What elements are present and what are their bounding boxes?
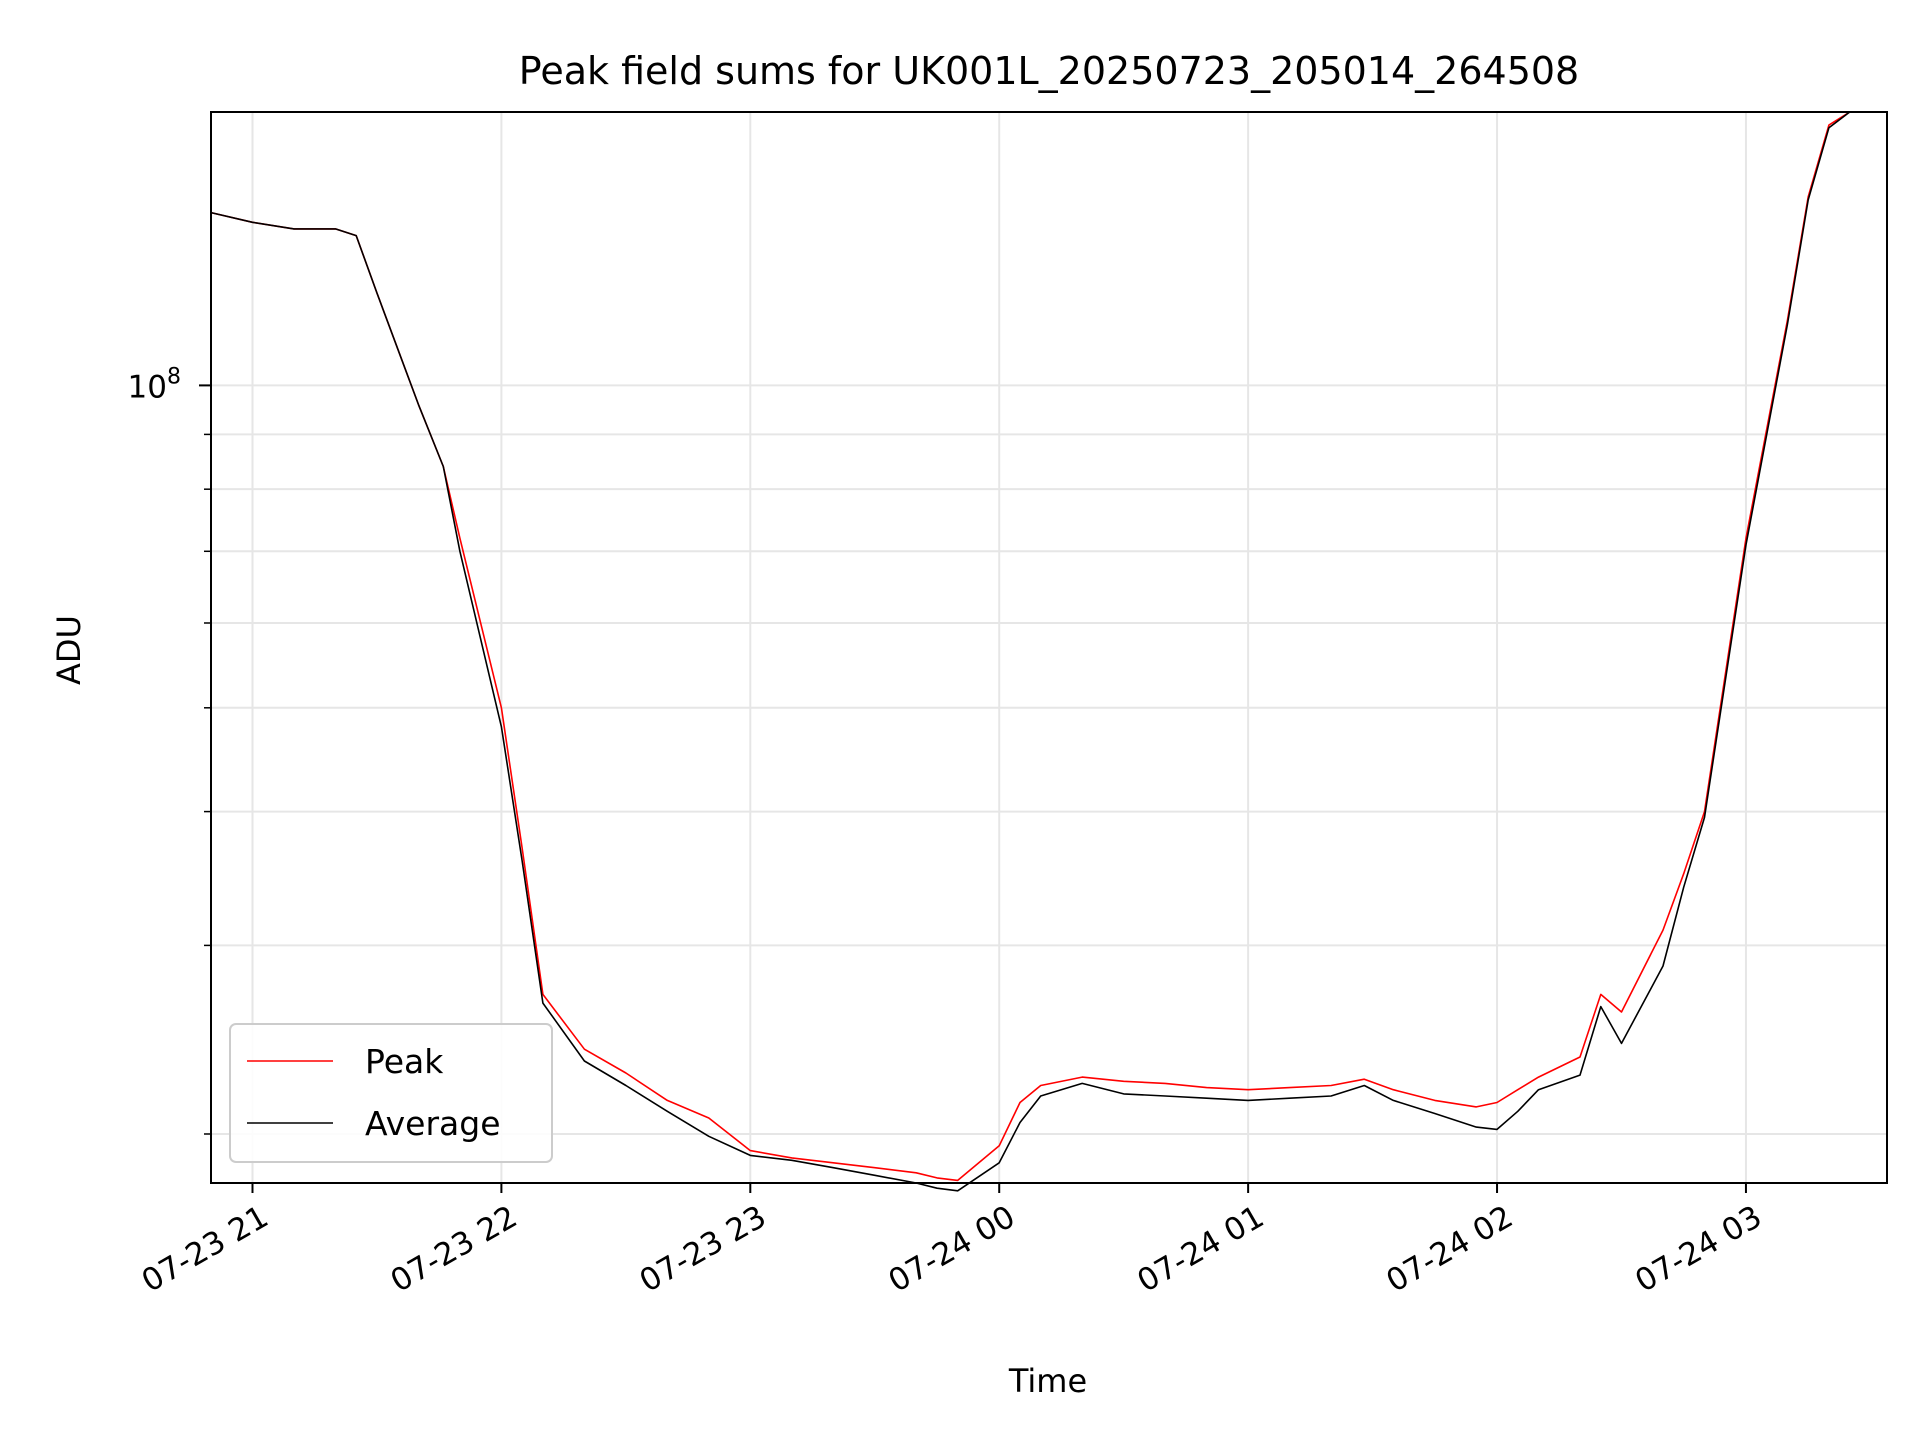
legend-peak-label: Peak <box>365 1042 444 1081</box>
chart-title: Peak field sums for UK001L_20250723_2050… <box>519 49 1579 93</box>
x-tick-label: 07-24 01 <box>1131 1199 1270 1300</box>
series-line-peak <box>210 111 1887 1182</box>
legend-average-label: Average <box>365 1104 501 1143</box>
grid <box>211 112 1887 1183</box>
legend: Peak Average <box>229 1023 553 1163</box>
legend-box <box>229 1023 553 1163</box>
x-tick-label: 07-23 22 <box>385 1199 524 1300</box>
x-tick-label: 07-24 03 <box>1629 1199 1768 1300</box>
x-tick-label: 07-24 02 <box>1380 1199 1519 1300</box>
x-tick-label: 07-24 00 <box>883 1199 1022 1300</box>
x-tick-label: 07-23 21 <box>136 1199 275 1300</box>
x-tick-label: 07-23 23 <box>634 1199 773 1300</box>
plot-frame <box>210 111 1888 1184</box>
x-axis-label: Time <box>1008 1362 1087 1400</box>
series-layer <box>210 111 1887 1192</box>
y-tick-label: 108 <box>128 364 181 405</box>
y-axis: 108 <box>128 364 211 1135</box>
x-axis: 07-23 21 07-23 22 07-23 23 07-24 00 07-24 01… <box>136 1183 1768 1300</box>
series-line-average <box>210 111 1887 1192</box>
y-axis-label: ADU <box>50 615 88 685</box>
